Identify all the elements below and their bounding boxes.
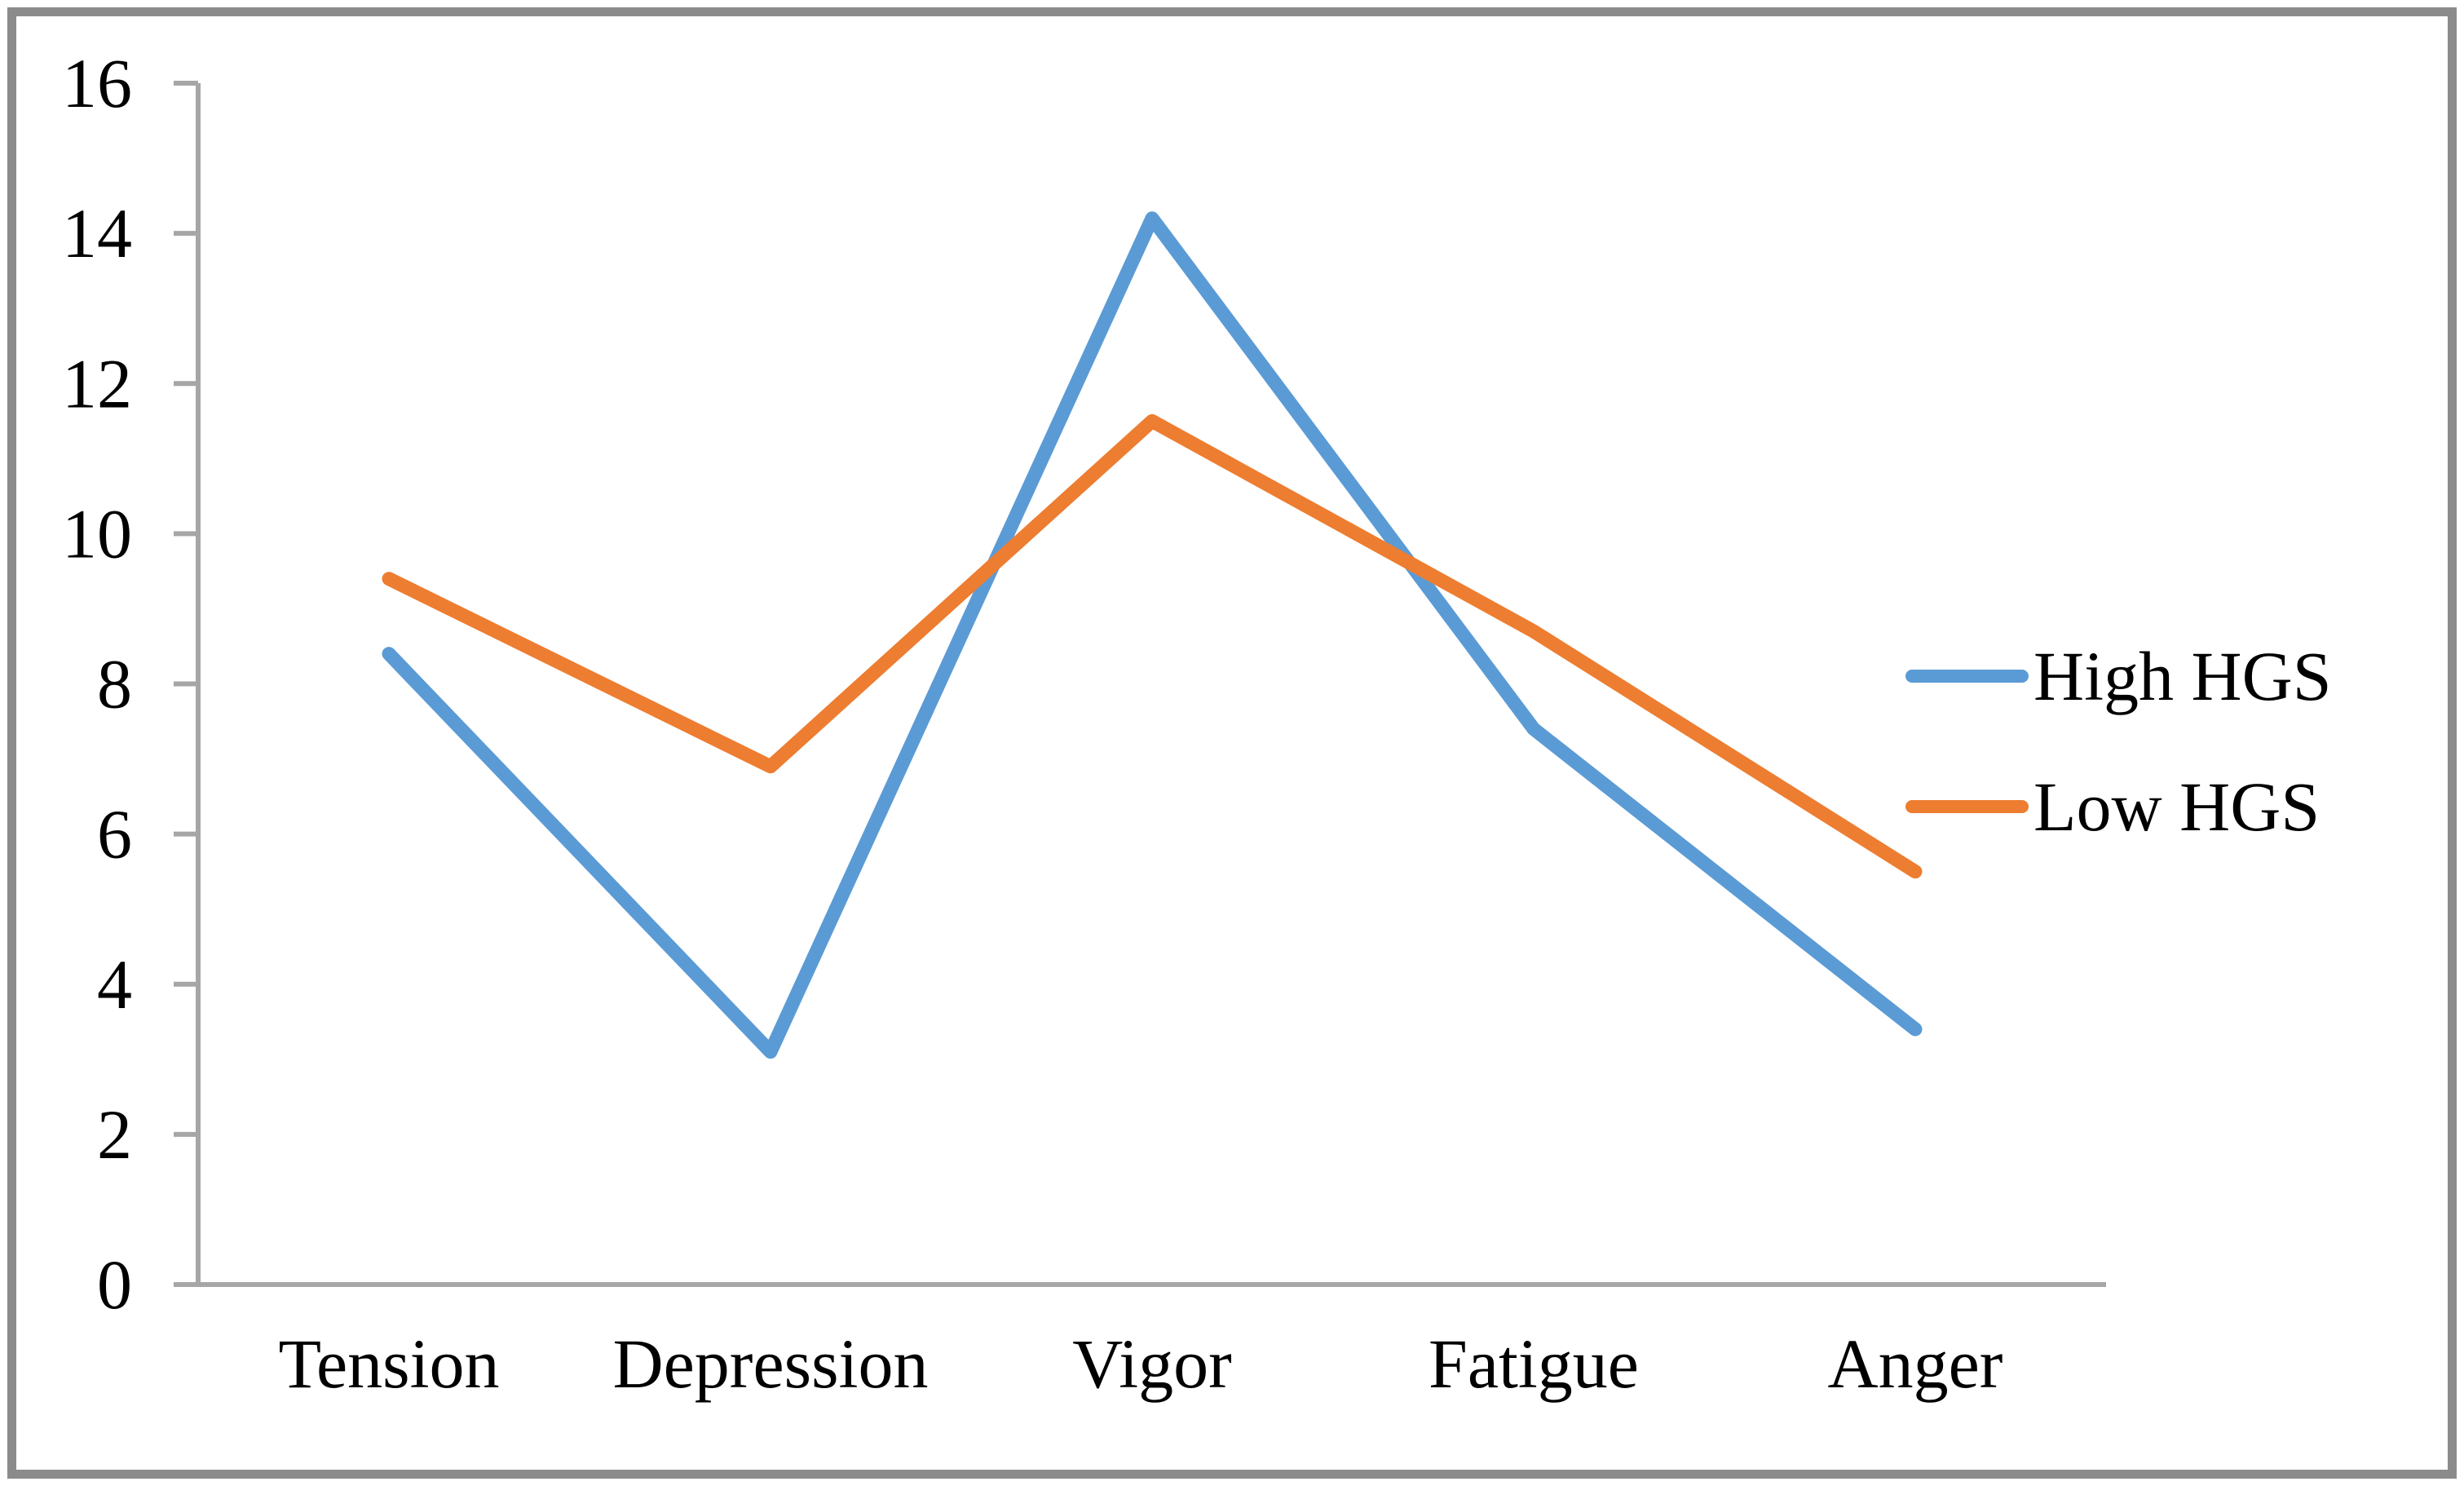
chart-border-frame — [7, 7, 2457, 1479]
x-category-label-anger: Anger — [1828, 1325, 2003, 1403]
y-axis-tick-label: 14 — [62, 194, 132, 272]
y-axis-tick-label: 6 — [97, 795, 132, 873]
y-axis-tick-label: 10 — [62, 494, 132, 573]
y-axis-tick-label: 16 — [62, 44, 132, 122]
y-axis-tick-label: 4 — [97, 945, 132, 1024]
y-axis-tick-label: 12 — [62, 344, 132, 422]
x-category-label-tension: Tension — [278, 1325, 499, 1403]
series-line-low-hgs — [382, 414, 1923, 879]
legend-label-high-hgs: High HGS — [2033, 637, 2332, 715]
legend-label-low-hgs: Low HGS — [2033, 767, 2320, 846]
y-axis-tick-label: 8 — [97, 645, 132, 723]
y-axis-tick-label: 0 — [97, 1245, 132, 1324]
x-category-label-fatigue: Fatigue — [1429, 1325, 1639, 1403]
series-line-high-hgs — [382, 211, 1923, 1059]
y-axis-tick-label: 2 — [97, 1095, 132, 1174]
x-category-label-vigor: Vigor — [1072, 1325, 1231, 1403]
x-category-label-depression: Depression — [613, 1325, 929, 1403]
